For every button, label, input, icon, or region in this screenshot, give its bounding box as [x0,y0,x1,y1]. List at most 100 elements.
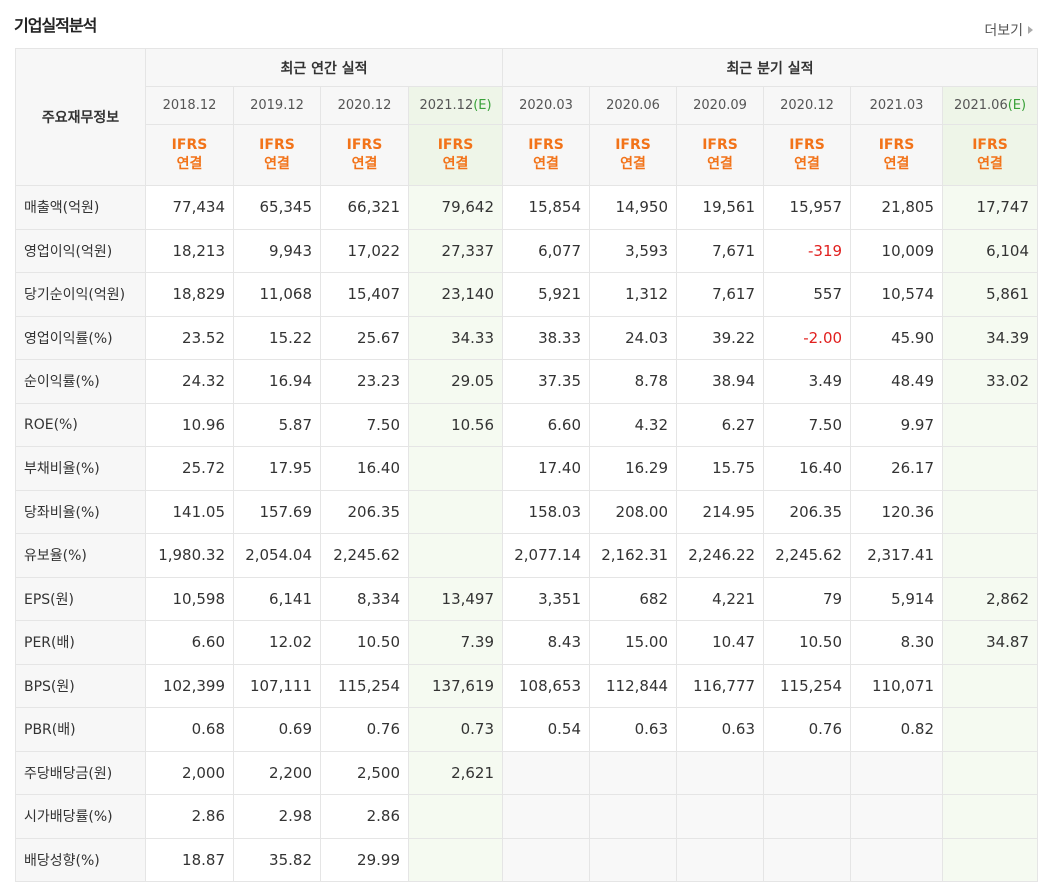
value-cell: 7.50 [320,402,409,447]
data-row: 당좌비율(%) 141.05 157.69 206.35 158.03 208.00 214… [15,489,1039,534]
row-label: 주당배당금(원) [15,750,146,795]
standard-name: IFRS [702,137,738,153]
value-cell: 17.95 [233,446,321,491]
period-header: 2021.03 [850,86,944,125]
empty-cell [850,837,944,882]
estimate-mark: (E) [1007,98,1027,113]
period-date: 2021.12 [419,98,474,113]
more-link[interactable]: 더보기 [984,20,1033,40]
data-row: 배당성향(%) 18.87 35.82 29.99 [15,837,1039,882]
value-cell: 27,337 [407,228,504,273]
standard-basis: 연결 [264,156,290,172]
group-header: 최근 연간 실적 [144,48,504,87]
value-cell: 8,334 [320,576,409,621]
data-row: BPS(원) 102,399 107,111 115,254 137,619 108,65… [15,663,1039,708]
value-cell: 102,399 [145,663,234,708]
value-cell: 0.82 [850,707,944,752]
value-cell: 2.86 [145,794,234,839]
value-cell: 116,777 [676,663,765,708]
value-cell: 17.40 [502,446,591,491]
value-cell: 15,407 [320,272,409,317]
standard-header: IFRS 연결 [233,124,321,186]
value-cell: 10,598 [145,576,234,621]
empty-cell [942,837,1039,882]
period-date: 2018.12 [162,98,217,113]
standard-name: IFRS [346,137,383,153]
value-cell: 3,351 [502,576,591,621]
value-cell: 8.43 [502,620,591,665]
value-cell: 24.03 [589,315,678,360]
standard-header: IFRS 연결 [145,124,234,186]
period-date: 2021.03 [869,98,924,113]
standard-name: IFRS [528,137,564,153]
value-cell: 10,009 [850,228,944,273]
data-row: 주당배당금(원) 2,000 2,200 2,500 2,621 [15,750,1039,795]
value-cell: 4,221 [676,576,765,621]
value-cell: 15,854 [502,185,591,230]
value-cell: 0.73 [407,707,504,752]
empty-cell [589,837,678,882]
value-cell: 120.36 [850,489,944,534]
data-row: PER(배) 6.60 12.02 10.50 7.39 8.43 15.00 10.47 10… [15,620,1039,665]
value-cell: 9,943 [233,228,321,273]
value-cell: 137,619 [407,663,504,708]
value-cell: 6.60 [145,620,234,665]
value-cell: 2,246.22 [676,533,765,578]
period-header: 2021.06(E) [942,86,1039,125]
value-cell: 1,312 [589,272,678,317]
estimate-mark: (E) [473,98,492,113]
value-cell: 12.02 [233,620,321,665]
empty-cell [589,794,678,839]
value-cell: 7.39 [407,620,504,665]
standard-name: IFRS [878,137,915,153]
empty-cell [676,837,765,882]
value-cell: 3,593 [589,228,678,273]
value-cell: 66,321 [320,185,409,230]
empty-cell [942,402,1039,447]
standard-header: IFRS 연결 [407,124,504,186]
value-cell: 5,861 [942,272,1039,317]
value-cell: 0.63 [589,707,678,752]
period-date: 2020.06 [606,98,660,113]
value-cell: 18.87 [145,837,234,882]
data-row: ROE(%) 10.96 5.87 7.50 10.56 6.60 4.32 6.27 7.50… [15,402,1039,447]
value-cell: 108,653 [502,663,591,708]
value-cell: 6,077 [502,228,591,273]
value-cell: 45.90 [850,315,944,360]
value-cell: 11,068 [233,272,321,317]
value-cell: 2.98 [233,794,321,839]
value-cell: 16.40 [320,446,409,491]
group-header: 최근 분기 실적 [502,48,1039,87]
value-cell: 2,621 [407,750,504,795]
data-row: 유보율(%) 1,980.32 2,054.04 2,245.62 2,077.14 2,… [15,533,1039,578]
standard-basis: 연결 [794,156,820,172]
standard-row: IFRS 연결 IFRS 연결 IFRS 연결 IFRS 연결 IFRS 연결 IFRS 연결 IFRS… [16,124,1039,186]
data-row: EPS(원) 10,598 6,141 8,334 13,497 3,351 682 4,22… [15,576,1039,621]
data-row: 영업이익률(%) 23.52 15.22 25.67 34.33 38.33 24.03 39… [15,315,1039,360]
period-row: 2018.12 2019.12 2020.12 2021.12(E) 2020.03 20… [16,86,1039,125]
value-cell: 6.27 [676,402,765,447]
value-cell: 15.00 [589,620,678,665]
empty-cell [763,750,852,795]
more-text[interactable]: 더보기 [984,23,1023,39]
empty-cell [942,533,1039,578]
standard-basis: 연결 [620,156,646,172]
empty-cell [676,750,765,795]
value-cell: 0.69 [233,707,321,752]
value-cell: 2.86 [320,794,409,839]
standard-basis: 연결 [442,156,469,172]
value-cell: 115,254 [320,663,409,708]
data-row: 매출액(억원) 77,434 65,345 66,321 79,642 15,854 14,… [15,185,1039,230]
value-cell: 25.67 [320,315,409,360]
value-cell: 6,141 [233,576,321,621]
empty-cell [407,446,504,491]
value-cell: 10.50 [320,620,409,665]
value-cell: 37.35 [502,359,591,404]
value-cell: 6,104 [942,228,1039,273]
value-cell: 7.50 [763,402,852,447]
value-cell: 8.78 [589,359,678,404]
value-cell: 38.33 [502,315,591,360]
value-cell: -2.00 [763,315,852,360]
